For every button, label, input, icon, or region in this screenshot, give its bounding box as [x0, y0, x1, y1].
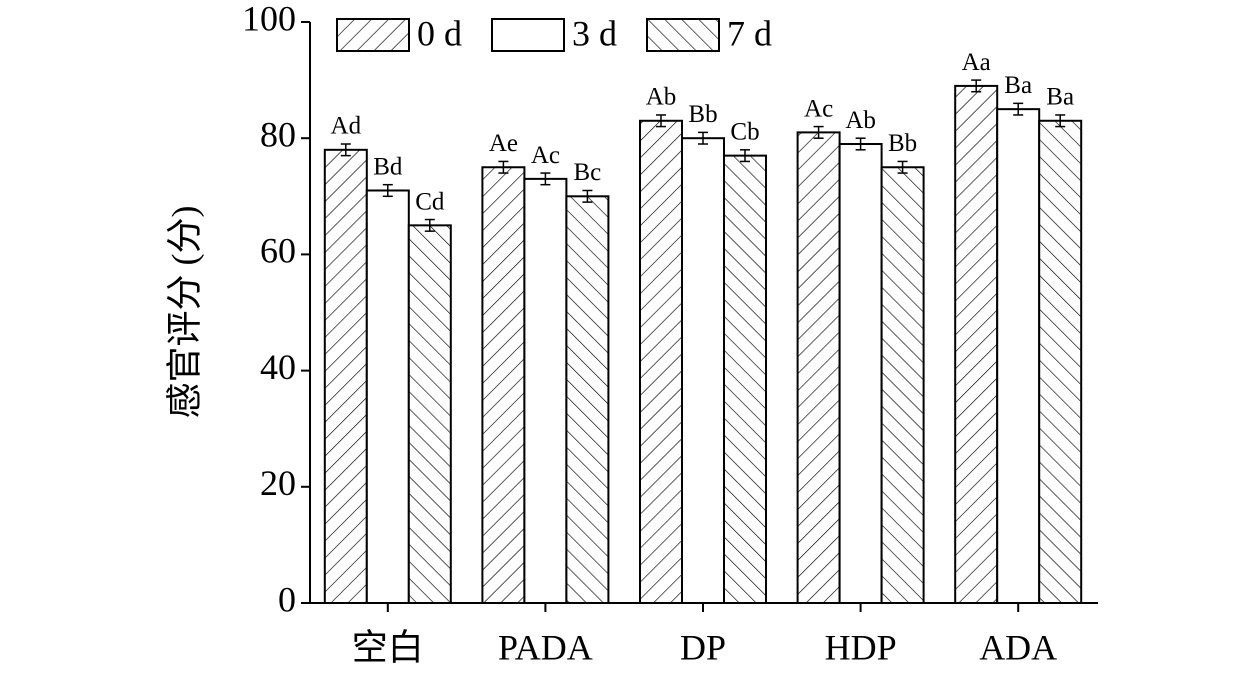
bar	[796, 131, 841, 604]
legend-swatch	[491, 18, 565, 52]
significance-label: Bb	[888, 130, 917, 157]
legend-swatch	[646, 18, 720, 52]
bar	[723, 154, 767, 604]
significance-label: Ba	[1046, 84, 1074, 111]
bar	[565, 195, 610, 605]
x-tick-label: DP	[680, 627, 726, 667]
bar	[481, 166, 526, 604]
bar	[880, 166, 925, 604]
y-tick-label: 20	[260, 463, 296, 503]
legend-swatch	[336, 18, 410, 52]
significance-label: Ad	[331, 113, 362, 140]
y-tick-label: 40	[260, 347, 296, 387]
significance-label: Aa	[962, 49, 991, 76]
bar	[407, 224, 452, 604]
y-tick-label: 0	[278, 579, 296, 619]
significance-label: Cd	[415, 188, 445, 215]
bar	[365, 189, 410, 605]
significance-label: Ba	[1004, 72, 1032, 99]
significance-label: Ab	[845, 107, 876, 134]
significance-label: Cb	[730, 119, 759, 146]
y-axis-label: 感官评分 (分)	[164, 206, 204, 419]
bar	[681, 137, 725, 604]
bar	[523, 177, 568, 604]
bar	[1038, 119, 1083, 605]
significance-label: Ae	[489, 130, 518, 157]
significance-label: Ab	[646, 84, 677, 111]
x-tick-label: ADA	[979, 627, 1057, 667]
y-tick-label: 60	[260, 231, 296, 271]
y-tick-label: 100	[242, 0, 296, 38]
bar	[323, 148, 368, 604]
legend-label: 7 d	[727, 13, 772, 53]
legend-label: 0 d	[417, 13, 462, 53]
significance-label: Ac	[531, 142, 560, 169]
bar	[639, 119, 683, 605]
x-tick-label: HDP	[825, 627, 897, 667]
x-tick-label: PADA	[498, 627, 593, 667]
bar	[954, 84, 999, 605]
significance-label: Bc	[574, 159, 602, 186]
bar	[838, 143, 883, 604]
significance-label: Ac	[804, 95, 833, 122]
legend-label: 3 d	[572, 13, 617, 53]
bar	[996, 108, 1041, 605]
significance-label: Bb	[688, 101, 717, 128]
y-tick-label: 80	[260, 114, 296, 154]
significance-label: Bd	[373, 153, 403, 180]
x-tick-label: 空白	[352, 627, 424, 667]
